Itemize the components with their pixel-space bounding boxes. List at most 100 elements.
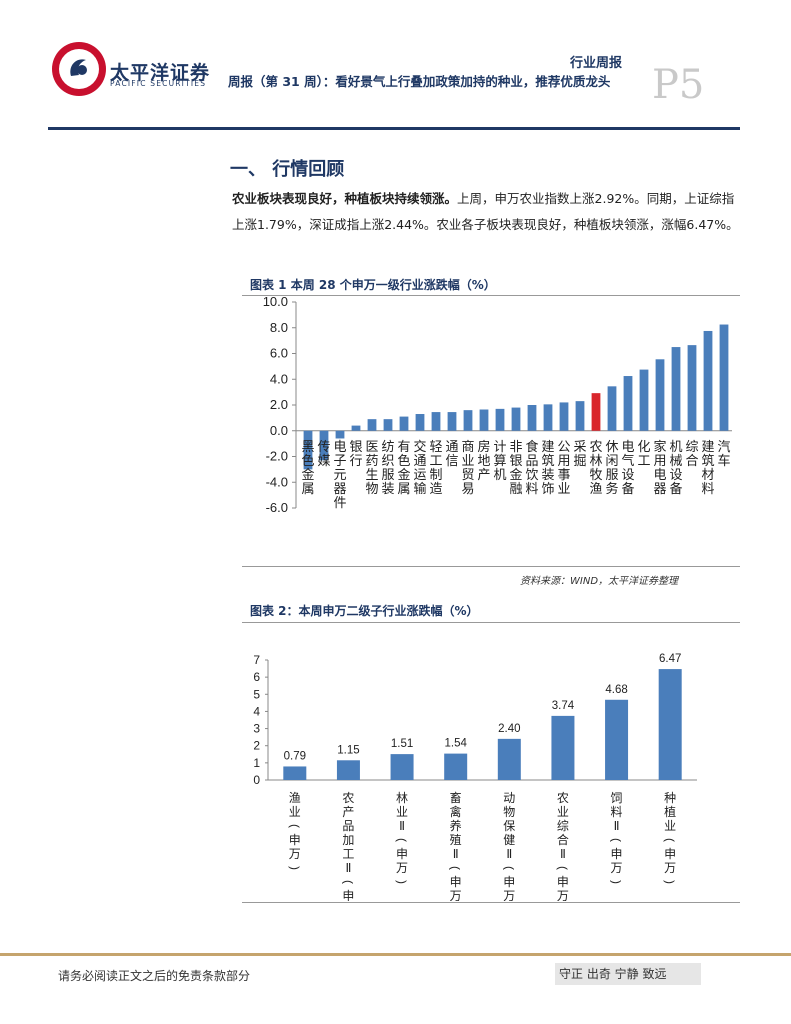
data-label: 3.74 <box>552 700 575 712</box>
section-title: 一、 行情回顾 <box>230 159 345 180</box>
x-tick-label-char: 器 <box>653 481 666 496</box>
x-tick-label-char: ( <box>610 838 624 842</box>
x-tick-label-char: 行 <box>349 453 362 468</box>
figure1-bottom-rule <box>242 566 740 567</box>
x-tick-label-char: ( <box>502 866 516 870</box>
figure2-bar-chart: 012345670.79渔业(申万)1.15农产品加工Ⅱ(申万)1.51林业Ⅱ(… <box>253 653 697 901</box>
x-tick-label-char: 筑 <box>701 453 714 468</box>
data-label: 1.15 <box>337 744 359 756</box>
x-tick-label-char: 服 <box>381 467 394 482</box>
bar-纺织服装 <box>383 419 393 431</box>
y-tick-label: 6.0 <box>270 346 288 361</box>
x-tick-label-char: 电 <box>333 439 346 454</box>
data-label: 0.79 <box>284 750 306 762</box>
x-tick-label-char: 闲 <box>605 453 618 468</box>
data-label: 2.40 <box>498 723 520 735</box>
x-tick-label-char: 纺 <box>381 439 394 454</box>
x-tick-label-char: 动 <box>503 791 515 805</box>
x-tick-label-char: 养 <box>450 818 462 833</box>
x-tick-label-char: 件 <box>333 495 346 510</box>
x-tick-label-char: 业 <box>557 481 570 496</box>
x-tick-label-char: 机 <box>669 439 682 454</box>
x-tick-label-char: 产 <box>342 805 354 819</box>
x-tick-label-char: 交 <box>413 439 426 454</box>
x-tick-label-char: 牧 <box>589 467 602 482</box>
bar-通信 <box>447 412 457 431</box>
x-tick-label-char: ( <box>395 838 409 842</box>
bar-机械设备 <box>671 347 681 431</box>
x-tick-label-char: 工 <box>429 453 442 468</box>
x-tick-label-char: 申 <box>342 889 354 901</box>
y-tick-label: 10.0 <box>263 296 288 309</box>
x-tick-label-char: 电 <box>653 467 666 482</box>
x-tick-label-char: 家 <box>653 439 666 454</box>
x-tick-label-char: 贸 <box>461 467 474 482</box>
x-tick-label-char: 器 <box>333 481 346 496</box>
x-tick-label-char: Ⅱ <box>345 861 351 875</box>
x-tick-label-char: 申 <box>611 847 623 861</box>
y-tick-label: 0.0 <box>270 423 288 438</box>
x-tick-label-char: 殖 <box>450 832 462 847</box>
x-tick-label-char: 食 <box>525 439 538 454</box>
x-tick-label-char: 料 <box>701 481 714 496</box>
x-tick-label-char: Ⅱ <box>614 819 620 833</box>
x-tick-label-char: 种 <box>664 791 676 805</box>
figure2-bottom-rule <box>242 902 740 903</box>
y-tick-label: 2 <box>253 739 260 753</box>
logo-english-name: PACIFIC SECURITIES <box>110 79 207 88</box>
x-tick-label-char: 金 <box>301 467 314 482</box>
x-tick-label-char: 输 <box>413 481 426 496</box>
x-tick-label-char: 械 <box>669 453 682 468</box>
x-tick-label-char: 用 <box>557 453 570 468</box>
bar-房地产 <box>479 409 489 431</box>
x-tick-label-char: 万 <box>557 889 569 901</box>
y-tick-label: -6.0 <box>266 500 288 515</box>
x-tick-label-char: Ⅱ <box>399 819 405 833</box>
y-tick-label: 3 <box>253 722 260 736</box>
bar-公用事业 <box>559 402 569 431</box>
bar-家用电器 <box>655 359 665 431</box>
y-tick-label: 4 <box>253 704 260 718</box>
x-tick-label-char: 通 <box>413 453 426 468</box>
x-tick-label-char: 传 <box>317 439 330 454</box>
bar-渔业(申万) <box>283 766 307 780</box>
bar-传媒 <box>319 430 329 461</box>
x-tick-label-char: 申 <box>557 875 569 889</box>
x-tick-label-char: 采 <box>573 439 586 454</box>
x-tick-label-char: 畜 <box>450 790 462 805</box>
bar-化工 <box>639 369 649 431</box>
x-tick-label-char: ) <box>610 880 624 884</box>
y-tick-label: -4.0 <box>266 474 288 489</box>
paragraph-body: 上周，申万农业指数上涨2.92%。同期，上证综指上涨1.79%，深证成指上涨2.… <box>232 191 739 232</box>
x-tick-label-char: 医 <box>365 439 378 454</box>
bar-交通运输 <box>415 414 425 431</box>
x-tick-label-char: 色 <box>301 453 314 468</box>
x-tick-label-char: 万 <box>503 889 515 901</box>
figure1-caption: 图表 1 本周 28 个申万一级行业涨跌幅（%） <box>250 278 496 292</box>
x-tick-label-char: 电 <box>621 439 634 454</box>
bar-林业Ⅱ(申万) <box>390 754 414 780</box>
x-tick-label-char: 饮 <box>525 467 538 482</box>
x-tick-label-char: 万 <box>450 889 462 901</box>
x-tick-label-char: 事 <box>557 467 570 482</box>
x-tick-label-char: 有 <box>397 439 410 454</box>
x-tick-label-char: 申 <box>396 847 408 861</box>
bar-计算机 <box>495 408 505 431</box>
x-tick-label-char: 融 <box>509 481 522 496</box>
x-tick-label-char: 运 <box>413 467 426 482</box>
x-tick-label-char: 农 <box>589 439 602 454</box>
x-tick-label-char: 造 <box>429 481 442 496</box>
y-tick-label: -2.0 <box>266 449 288 464</box>
x-tick-label-char: ( <box>663 838 677 842</box>
x-tick-label-char: 业 <box>557 805 569 819</box>
x-tick-label-char: 装 <box>381 481 394 496</box>
bar-综合 <box>687 345 697 431</box>
figure2-top-rule <box>242 622 740 623</box>
x-tick-label-char: 保 <box>503 819 515 833</box>
x-tick-label-char: Ⅱ <box>506 847 512 861</box>
bar-建筑材料 <box>703 330 713 431</box>
x-tick-label-char: 休 <box>605 439 618 454</box>
header-divider <box>48 127 740 130</box>
x-tick-label-char: 万 <box>611 861 623 875</box>
x-tick-label-char: 筑 <box>541 453 554 468</box>
